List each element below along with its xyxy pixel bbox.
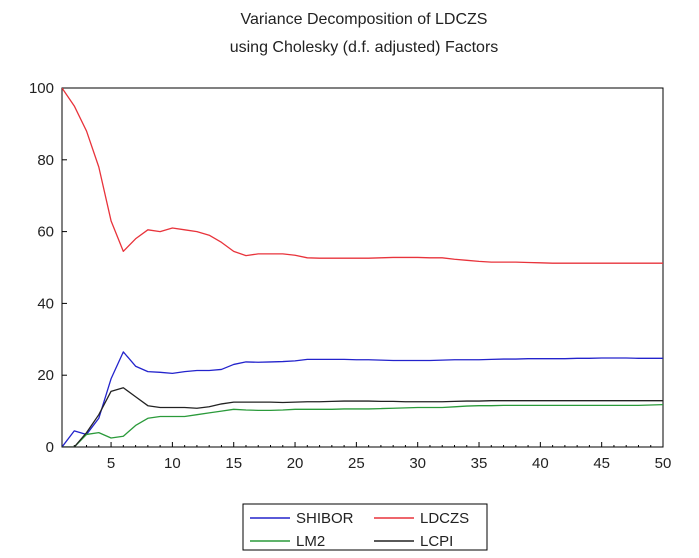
legend-label-lm2: LM2 [296,533,325,550]
x-tick-label: 25 [348,455,365,472]
legend-label-lcpi: LCPI [420,533,453,550]
plot-area-frame [61,87,664,448]
legend-label-ldczs: LDCZS [420,510,469,527]
x-tick-label: 15 [225,455,242,472]
y-tick-label: 40 [37,295,54,312]
series-lines [62,88,663,447]
x-tick-label: 5 [107,455,115,472]
legend-label-shibor: SHIBOR [296,510,354,527]
y-tick-label: 100 [29,80,54,97]
x-tick-label: 20 [287,455,304,472]
x-tick-label: 45 [593,455,610,472]
y-axis: 0 20 40 60 80 100 [29,80,67,456]
x-tick-label: 50 [655,455,672,472]
x-tick-label: 35 [471,455,488,472]
x-tick-label: 30 [409,455,426,472]
x-axis: 5 10 15 20 25 30 35 40 45 50 [61,442,672,472]
y-tick-label: 80 [37,152,54,169]
y-tick-label: 60 [37,224,54,241]
x-tick-label: 10 [164,455,181,472]
legend: SHIBOR LDCZS LM2 LCPI [242,503,488,551]
series-line-lm2 [62,403,663,447]
y-tick-label: 0 [46,439,54,456]
series-line-lcpi [62,387,663,447]
chart-title-line-1: Variance Decomposition of LDCZS [241,11,488,28]
chart-title-line-2: using Cholesky (d.f. adjusted) Factors [230,39,499,56]
series-line-ldczs [62,88,663,264]
legend-box [242,503,488,551]
x-tick-label: 40 [532,455,549,472]
series-line-shibor [62,351,663,447]
y-tick-label: 20 [37,367,54,384]
